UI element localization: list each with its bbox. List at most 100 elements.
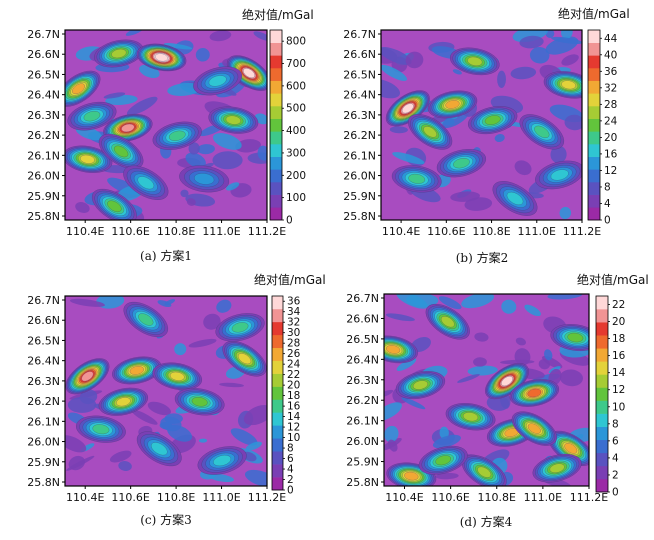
texture-blob [216,299,232,313]
texture-blob [392,152,425,165]
colorbar-tick-label: 4 [612,452,619,464]
colorbar-segment [270,68,282,81]
chart-panel-4: 26.7N 26.6N 26.5N 26.4N 26.3N 26.2N 26.1N 26.0N… [346,272,648,529]
y-tick-label: 26.5N [343,68,376,81]
texture-blob [69,298,105,307]
colorbar-tick-label: 600 [286,80,306,92]
colorbar-tick-label: 0 [286,215,293,227]
colorbar-segment [270,194,282,208]
colorbar-segment [596,478,608,493]
y-tick-label: 25.8N [27,210,60,223]
colorbar-segment [596,452,608,467]
colorbar-tick-label: 6 [287,453,294,465]
y-tick-label: 25.8N [27,476,60,489]
y-tick-label: 26.2N [346,394,379,407]
contour-ring [534,125,550,139]
colorbar-segment [596,296,608,310]
colorbar-tick-label: 18 [287,390,300,402]
heatmap-field [65,30,267,220]
texture-blob [245,441,262,451]
chart-panel-2: 26.7N 26.6N 26.5N 26.4N 26.3N 26.2N 26.1N 26.0N… [343,6,629,265]
texture-blob [65,435,87,453]
colorbar-segment [596,400,608,414]
hotspot-6 [174,388,225,416]
texture-blob [561,30,573,39]
colorbar-unit-label: 绝对值/mGal [254,272,326,287]
texture-blob [389,126,408,134]
colorbar-tick-label: 36 [287,296,301,308]
texture-blob [188,338,217,348]
texture-blob [547,294,583,300]
texture-blob [501,299,517,314]
texture-blob [147,401,171,416]
contour-ring [385,345,401,354]
contour-ring [81,371,94,382]
hotspot-7 [123,301,169,338]
colorbar-segment [588,80,600,94]
plot-frame [380,29,583,221]
hotspot-10 [91,188,137,220]
hotspot-10 [136,431,182,467]
colorbar-tick-label: 40 [604,49,617,61]
colorbar-tick-label: 44 [604,33,618,45]
hotspot-8 [436,149,487,178]
colorbar-tick-label: 0 [287,485,294,497]
colorbar-segment [588,106,600,119]
texture-blob [514,160,532,176]
hotspot-5 [467,106,518,135]
colorbar-frame [587,29,601,221]
colorbar-tick-label: 4 [287,464,294,476]
hotspot-4 [222,340,267,377]
hotspot-10 [461,454,507,486]
texture-blob [185,152,206,168]
colorbar-tick-label: 14 [287,411,301,423]
contour-ring [213,454,232,467]
contour-ring [155,53,168,62]
contour-ring [467,56,483,66]
contour-ring [113,145,129,158]
colorbar-tick-label: 100 [286,192,306,204]
texture-blob [474,332,489,342]
texture-blob [244,469,267,486]
contour-ring [111,48,127,59]
colorbar-tick-label: 300 [286,147,306,159]
contour-ring [477,466,492,478]
colorbar-tick-label: 20 [612,316,625,328]
x-tick-label: 110.6E [427,225,465,238]
colorbar-unit-label: 绝对值/mGal [577,272,649,287]
colorbar-segment [272,360,283,374]
plot-frame [64,29,268,221]
y-tick-label: 26.3N [346,374,379,387]
hotspot-9 [391,165,442,193]
colorbar-tick-label: 20 [604,132,617,144]
y-tick-label: 26.1N [27,415,60,428]
texture-blob [396,358,417,371]
y-tick-label: 26.4N [27,355,60,368]
contour-ring [527,423,541,434]
colorbar-segment [270,80,282,94]
x-tick-label: 111.2E [570,491,608,504]
colorbar-tick-label: 8 [604,181,611,193]
x-tick-label: 110.6E [111,225,149,238]
hotspot-3 [384,335,418,364]
texture-blob [235,139,261,153]
texture-blob [384,402,402,421]
colorbar-tick-label: 800 [286,36,306,48]
x-tick-label: 110.6E [431,491,469,504]
colorbar-segment [272,464,283,478]
hotspot-2 [94,39,144,68]
x-tick-label: 111.2E [563,225,601,238]
colorbar-tick-label: 4 [604,198,611,210]
y-tick-label: 25.8N [343,210,376,223]
contour-ring [107,200,122,213]
texture-blob [75,202,90,213]
y-tick-label: 26.5N [27,68,60,81]
colorbar-segment [272,451,283,465]
y-tick-label: 26.7N [27,294,60,307]
colorbar-segment [272,347,283,361]
x-tick-label: 111.0E [202,491,240,504]
texture-blob [195,48,210,62]
texture-blob [396,294,428,309]
y-tick-label: 26.2N [343,129,376,142]
